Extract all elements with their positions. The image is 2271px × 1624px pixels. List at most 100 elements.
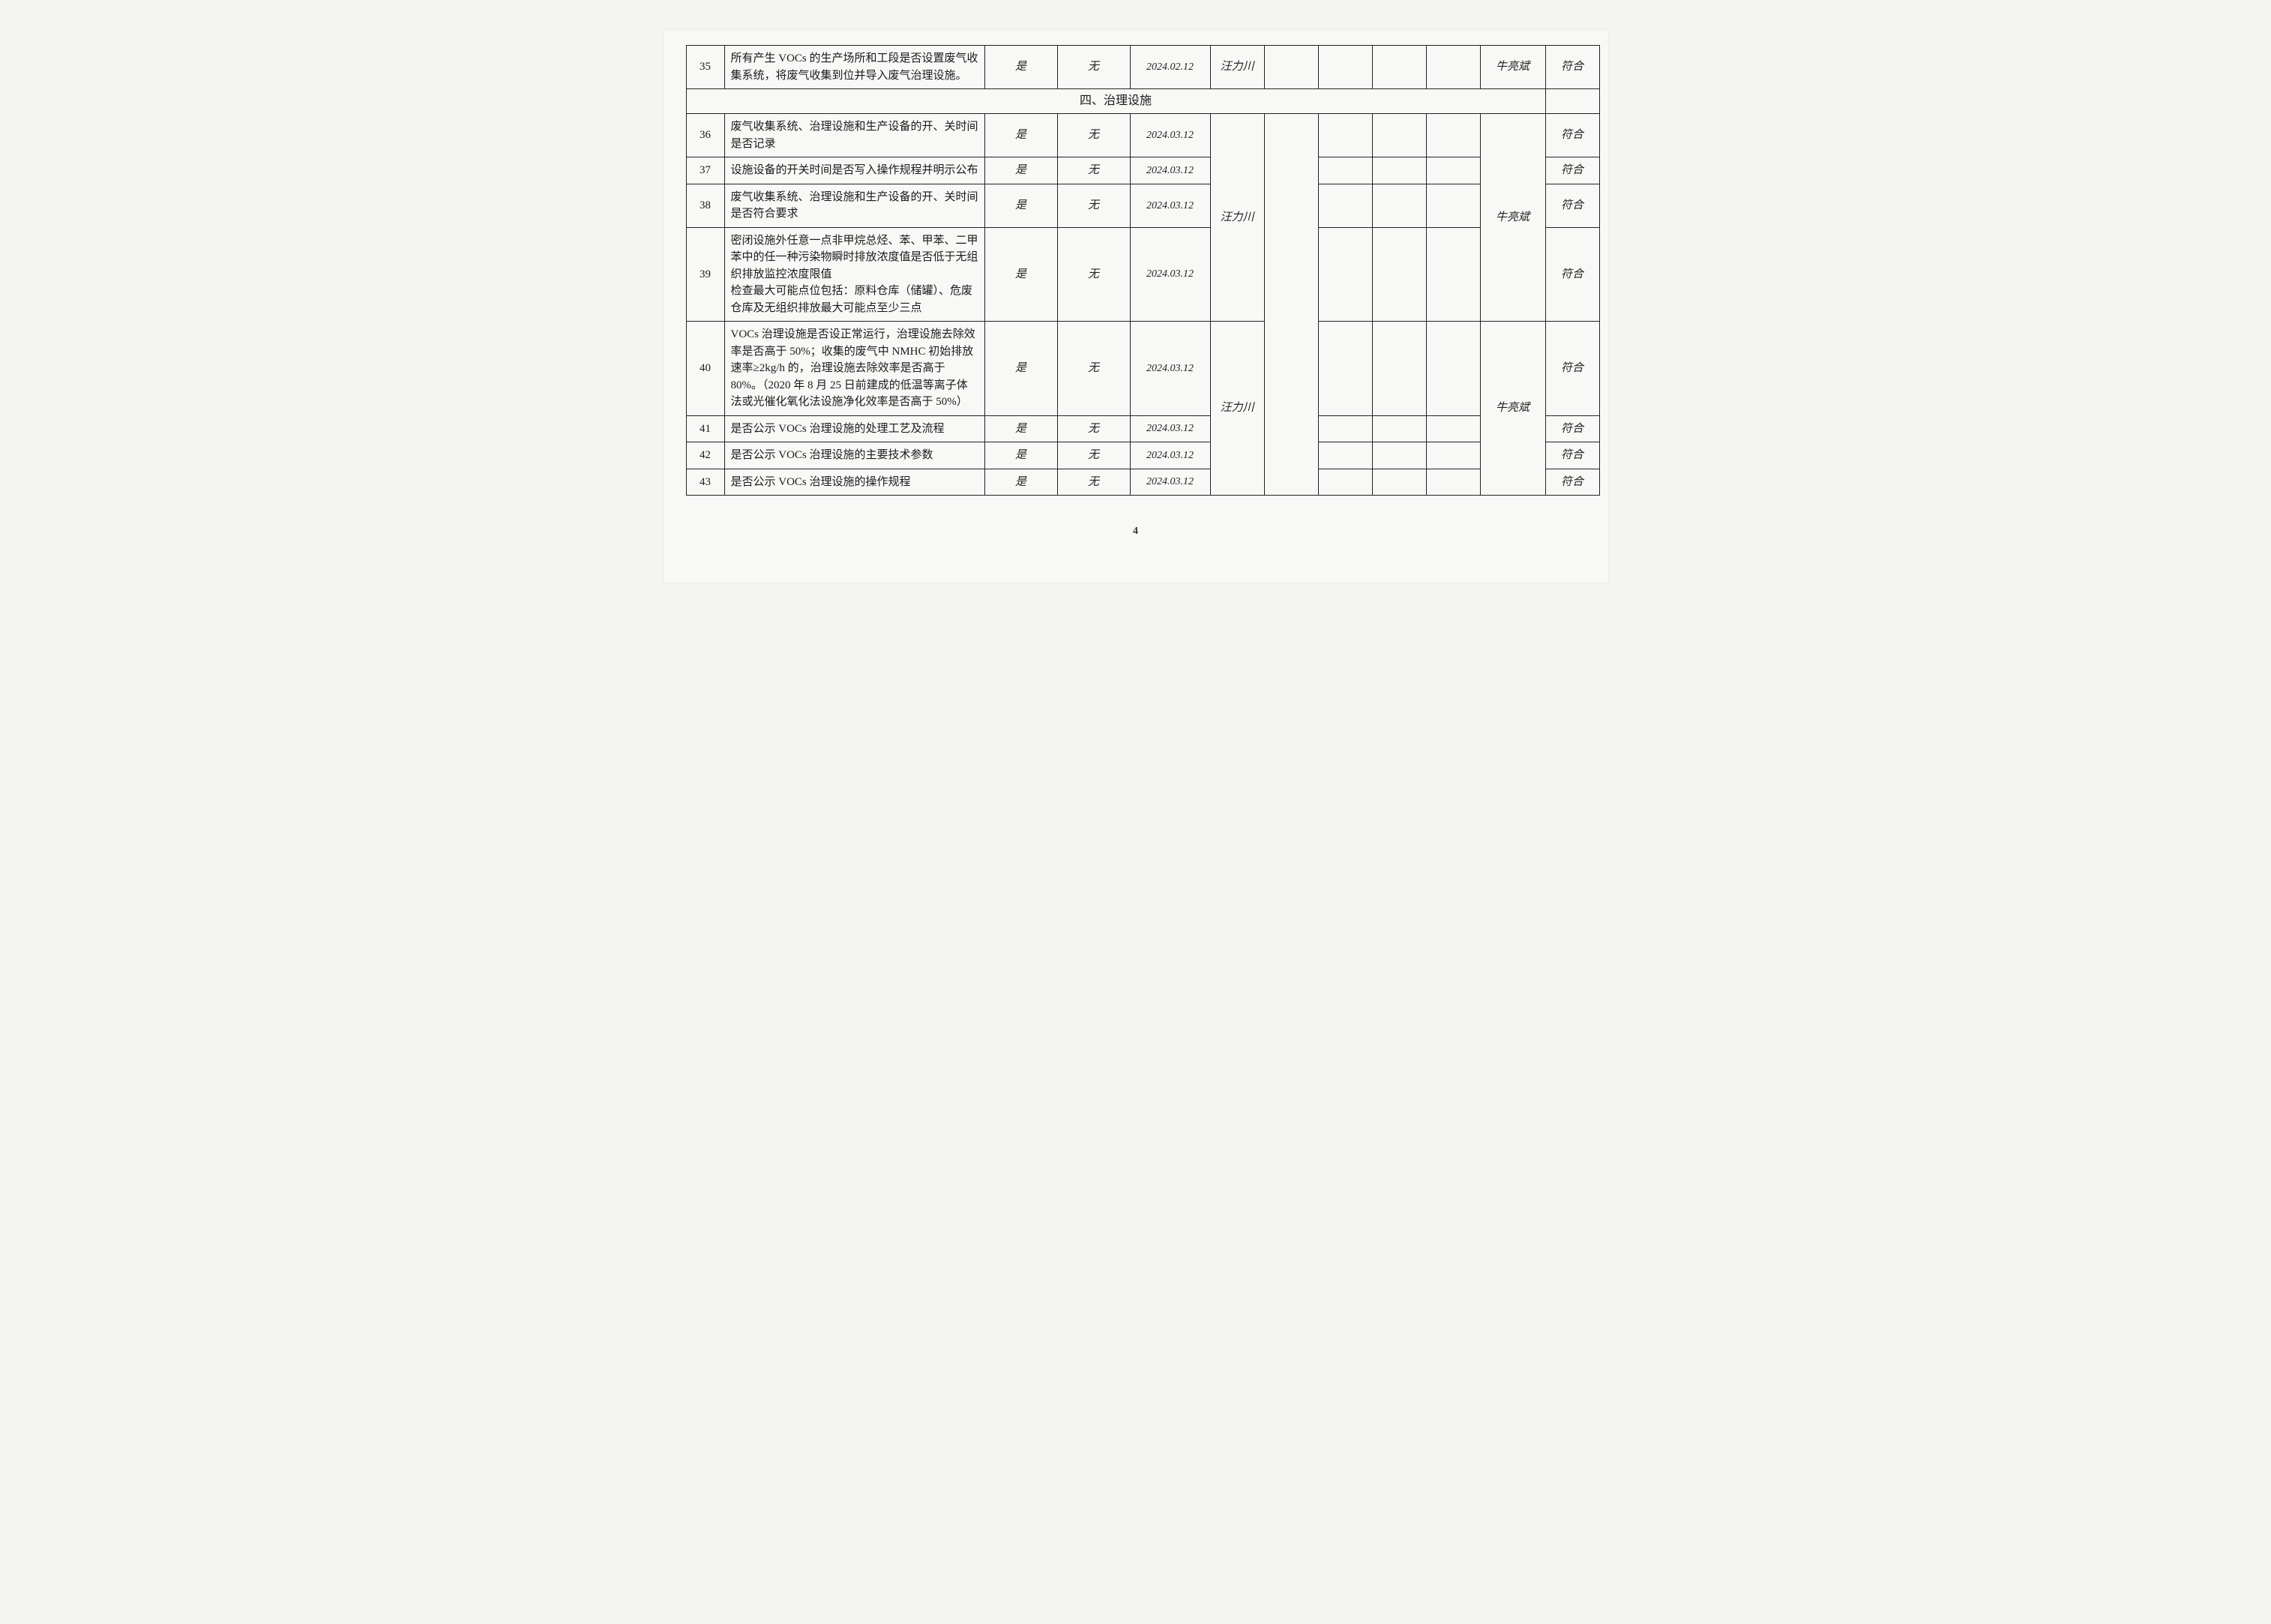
cell-col12: 符合 xyxy=(1545,46,1599,89)
row-description: 是否公示 VOCs 治理设施的处理工艺及流程 xyxy=(724,415,984,442)
cell-col5: 2024.03.12 xyxy=(1130,114,1210,157)
cell-col8 xyxy=(1318,114,1372,157)
cell-col12: 符合 xyxy=(1545,227,1599,322)
cell-col6-merged: 汪力川 xyxy=(1210,322,1264,496)
cell-col10 xyxy=(1426,442,1480,469)
cell-col9 xyxy=(1372,46,1426,89)
table-row: 40 VOCs 治理设施是否设正常运行，治理设施去除效率是否高于 50%；收集的… xyxy=(686,322,1599,416)
cell-col9 xyxy=(1372,322,1426,416)
row-number: 38 xyxy=(686,184,724,227)
cell-col8 xyxy=(1318,442,1372,469)
cell-col5: 2024.03.12 xyxy=(1130,415,1210,442)
cell-col4: 无 xyxy=(1057,184,1130,227)
cell-col5: 2024.03.12 xyxy=(1130,184,1210,227)
row-number: 35 xyxy=(686,46,724,89)
cell-col12: 符合 xyxy=(1545,157,1599,184)
cell-blank xyxy=(1545,89,1599,114)
cell-col3: 是 xyxy=(984,46,1057,89)
cell-col4: 无 xyxy=(1057,157,1130,184)
cell-col10 xyxy=(1426,469,1480,496)
cell-col3: 是 xyxy=(984,469,1057,496)
cell-col9 xyxy=(1372,184,1426,227)
cell-col5: 2024.03.12 xyxy=(1130,469,1210,496)
cell-col10 xyxy=(1426,227,1480,322)
cell-col12: 符合 xyxy=(1545,114,1599,157)
cell-col8 xyxy=(1318,46,1372,89)
cell-col4: 无 xyxy=(1057,442,1130,469)
row-number: 43 xyxy=(686,469,724,496)
cell-col6-merged: 汪力川 xyxy=(1210,114,1264,322)
cell-col3: 是 xyxy=(984,322,1057,416)
cell-col11-merged: 牛亮斌 xyxy=(1480,322,1545,496)
cell-col4: 无 xyxy=(1057,322,1130,416)
cell-col7-merged xyxy=(1264,114,1318,496)
cell-col10 xyxy=(1426,322,1480,416)
cell-col8 xyxy=(1318,157,1372,184)
cell-col12: 符合 xyxy=(1545,442,1599,469)
row-number: 41 xyxy=(686,415,724,442)
cell-col4: 无 xyxy=(1057,227,1130,322)
table-row: 35 所有产生 VOCs 的生产场所和工段是否设置废气收集系统，将废气收集到位并… xyxy=(686,46,1599,89)
cell-col9 xyxy=(1372,442,1426,469)
row-description: VOCs 治理设施是否设正常运行，治理设施去除效率是否高于 50%；收集的废气中… xyxy=(724,322,984,416)
cell-col5: 2024.02.12 xyxy=(1130,46,1210,89)
row-description: 废气收集系统、治理设施和生产设备的开、关时间是否记录 xyxy=(724,114,984,157)
cell-col4: 无 xyxy=(1057,415,1130,442)
cell-col10 xyxy=(1426,184,1480,227)
cell-col9 xyxy=(1372,415,1426,442)
cell-col10 xyxy=(1426,415,1480,442)
table-row: 42 是否公示 VOCs 治理设施的主要技术参数 是 无 2024.03.12 … xyxy=(686,442,1599,469)
section-header-row: 四、治理设施 xyxy=(686,89,1599,114)
cell-col8 xyxy=(1318,415,1372,442)
cell-col5: 2024.03.12 xyxy=(1130,322,1210,416)
cell-col5: 2024.03.12 xyxy=(1130,442,1210,469)
cell-col4: 无 xyxy=(1057,469,1130,496)
cell-col10 xyxy=(1426,114,1480,157)
cell-col7 xyxy=(1264,46,1318,89)
cell-col12: 符合 xyxy=(1545,184,1599,227)
table-row: 43 是否公示 VOCs 治理设施的操作规程 是 无 2024.03.12 符合 xyxy=(686,469,1599,496)
cell-col5: 2024.03.12 xyxy=(1130,157,1210,184)
cell-col5: 2024.03.12 xyxy=(1130,227,1210,322)
row-description: 设施设备的开关时间是否写入操作规程并明示公布 xyxy=(724,157,984,184)
cell-col9 xyxy=(1372,114,1426,157)
cell-col8 xyxy=(1318,469,1372,496)
cell-col10 xyxy=(1426,46,1480,89)
table-row: 38 废气收集系统、治理设施和生产设备的开、关时间是否符合要求 是 无 2024… xyxy=(686,184,1599,227)
row-number: 37 xyxy=(686,157,724,184)
row-description: 废气收集系统、治理设施和生产设备的开、关时间是否符合要求 xyxy=(724,184,984,227)
cell-col12: 符合 xyxy=(1545,322,1599,416)
cell-col3: 是 xyxy=(984,114,1057,157)
cell-col9 xyxy=(1372,157,1426,184)
cell-col11: 牛亮斌 xyxy=(1480,46,1545,89)
table-row: 36 废气收集系统、治理设施和生产设备的开、关时间是否记录 是 无 2024.0… xyxy=(686,114,1599,157)
cell-col6: 汪力川 xyxy=(1210,46,1264,89)
cell-col8 xyxy=(1318,184,1372,227)
cell-col12: 符合 xyxy=(1545,469,1599,496)
row-description: 是否公示 VOCs 治理设施的主要技术参数 xyxy=(724,442,984,469)
row-number: 42 xyxy=(686,442,724,469)
cell-col8 xyxy=(1318,322,1372,416)
cell-col3: 是 xyxy=(984,184,1057,227)
row-description: 密闭设施外任意一点非甲烷总烃、苯、甲苯、二甲苯中的任一种污染物瞬时排放浓度值是否… xyxy=(724,227,984,322)
table-row: 39 密闭设施外任意一点非甲烷总烃、苯、甲苯、二甲苯中的任一种污染物瞬时排放浓度… xyxy=(686,227,1599,322)
cell-col12: 符合 xyxy=(1545,415,1599,442)
row-number: 40 xyxy=(686,322,724,416)
cell-col3: 是 xyxy=(984,157,1057,184)
row-number: 39 xyxy=(686,227,724,322)
cell-col4: 无 xyxy=(1057,46,1130,89)
section-header: 四、治理设施 xyxy=(686,89,1545,114)
document-page: 35 所有产生 VOCs 的生产场所和工段是否设置废气收集系统，将废气收集到位并… xyxy=(664,30,1608,583)
cell-col3: 是 xyxy=(984,227,1057,322)
cell-col4: 无 xyxy=(1057,114,1130,157)
row-description: 所有产生 VOCs 的生产场所和工段是否设置废气收集系统，将废气收集到位并导入废… xyxy=(724,46,984,89)
cell-col3: 是 xyxy=(984,415,1057,442)
row-description: 是否公示 VOCs 治理设施的操作规程 xyxy=(724,469,984,496)
row-number: 36 xyxy=(686,114,724,157)
inspection-table: 35 所有产生 VOCs 的生产场所和工段是否设置废气收集系统，将废气收集到位并… xyxy=(686,45,1600,496)
cell-col11-merged: 牛亮斌 xyxy=(1480,114,1545,322)
cell-col9 xyxy=(1372,469,1426,496)
cell-col9 xyxy=(1372,227,1426,322)
cell-col3: 是 xyxy=(984,442,1057,469)
cell-col8 xyxy=(1318,227,1372,322)
